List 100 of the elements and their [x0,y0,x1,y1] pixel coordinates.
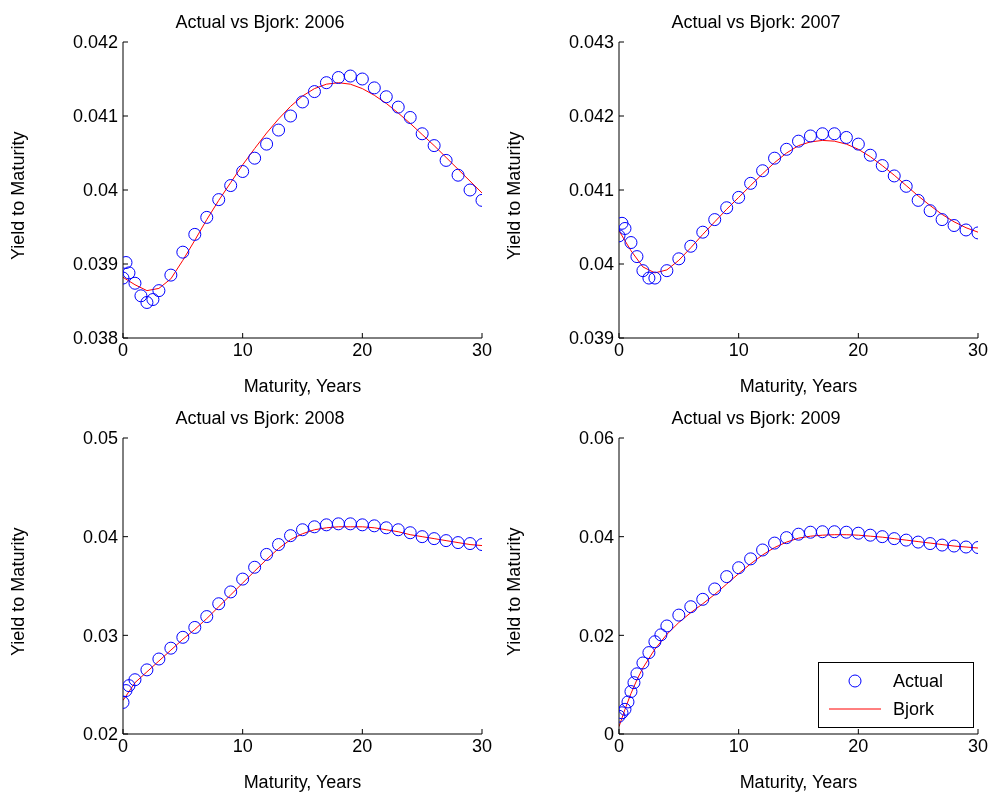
point [296,95,309,109]
y-tick-label: 0.02 [82,724,118,745]
point [899,533,913,547]
point [463,537,477,551]
point [851,137,865,151]
y-tick-label: 0.043 [568,32,614,53]
point [296,523,309,537]
y-axis-title: Yield to Maturity [504,527,525,656]
point [660,264,674,278]
point [188,227,202,241]
point [959,223,973,237]
point [224,179,238,193]
y-tick-label: 0.06 [578,428,614,449]
point [923,204,937,218]
point [343,69,357,83]
point [260,547,274,561]
legend-label: Bjork [892,698,934,720]
point [451,536,465,550]
point [307,520,321,534]
point [911,535,925,549]
point [284,109,298,123]
point [331,517,345,531]
point [367,519,381,533]
point [224,585,238,599]
point [403,110,417,124]
point [803,129,817,143]
x-tick-label: 10 [728,735,749,756]
x-tick-label: 10 [728,339,749,360]
point [720,201,734,215]
point [164,268,178,282]
point [648,271,662,285]
point [863,528,877,542]
y-tick-label: 0.04 [578,254,614,275]
point [319,518,333,532]
x-tick-label: 20 [848,339,869,360]
point [851,526,865,540]
y-tick-label: 0.05 [82,428,118,449]
y-tick-label: 0.042 [72,32,118,53]
point [660,619,674,633]
point [696,225,710,239]
point [696,592,710,606]
point [947,219,961,233]
point [875,159,889,173]
point [863,148,877,162]
y-tick-label: 0.03 [82,625,118,646]
point [379,521,393,535]
point [630,667,644,681]
point [708,213,722,227]
point [248,560,262,574]
point [792,527,805,541]
point [123,679,136,693]
y-tick-label: 0.042 [568,106,614,127]
point [427,139,441,153]
point [176,630,190,644]
point [176,245,190,259]
point [463,183,477,197]
point [152,652,166,666]
point [648,635,662,649]
point [887,532,901,546]
point [911,193,925,207]
point [212,193,226,207]
point [899,179,913,193]
x-tick-label: 20 [352,339,373,360]
point [391,100,405,114]
point [123,266,136,280]
point [284,529,298,543]
point [744,552,758,566]
point [128,673,142,687]
point [756,543,770,557]
point [780,531,794,545]
point [935,213,949,227]
point [146,293,160,307]
point [636,264,650,278]
point [642,646,656,660]
y-axis-title: Yield to Maturity [8,131,29,260]
point [212,597,226,611]
chart-title: Actual vs Bjork: 2009 [670,408,842,429]
y-tick-label: 0.04 [82,180,118,201]
point [624,685,638,699]
x-axis-title: Maturity, Years [243,376,362,396]
point [959,540,973,554]
point [642,271,656,285]
y-tick-label: 0.039 [72,254,118,275]
point [140,295,154,309]
point [128,276,142,290]
point [636,656,650,670]
point [768,151,782,165]
point [744,176,758,190]
y-tick-label: 0.041 [568,180,614,201]
point [619,702,632,716]
point [732,561,746,575]
point [355,72,369,86]
point [403,526,417,540]
point [839,525,853,539]
point [621,695,635,709]
point [439,153,453,167]
point [827,525,841,539]
point [756,164,770,178]
point [200,210,214,224]
chart-title: Actual vs Bjork: 2006 [174,12,346,33]
